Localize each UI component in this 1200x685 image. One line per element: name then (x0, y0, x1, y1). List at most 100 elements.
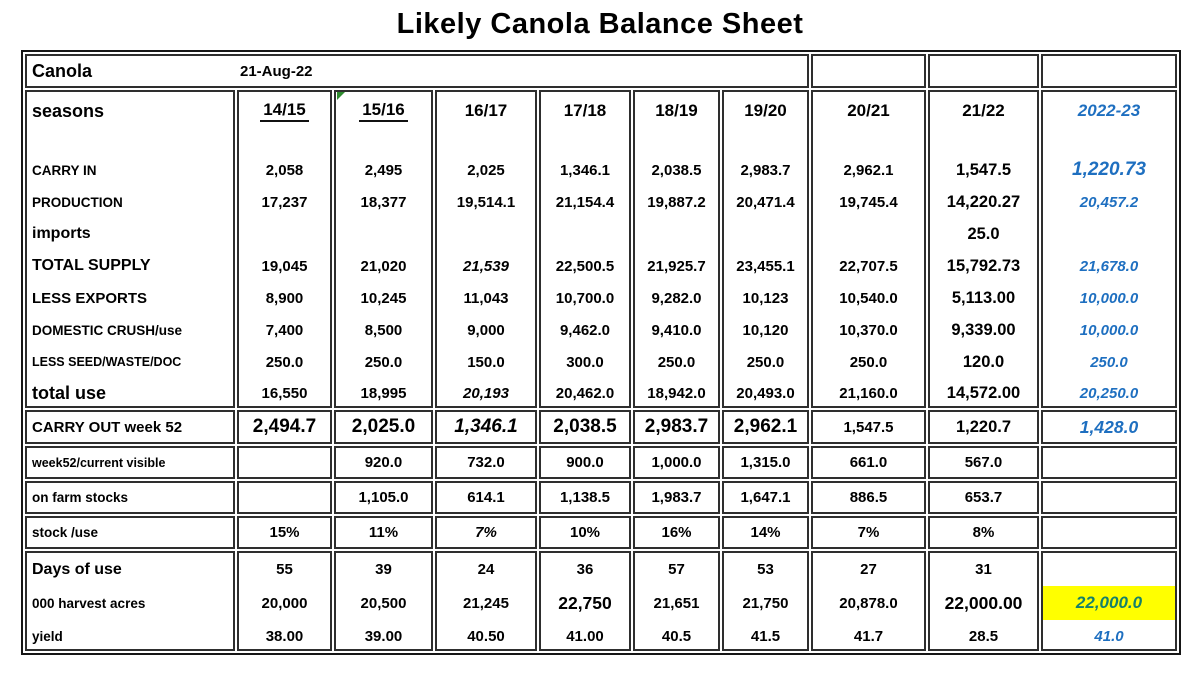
value-cell: 250.0 (265, 353, 304, 371)
value-cell (541, 218, 629, 250)
value-cell: 2,058 (265, 161, 304, 179)
value-cell: 15% (237, 516, 332, 549)
seasons-label: seasons (32, 100, 105, 121)
value-cell: 16,550 (261, 384, 308, 402)
value-cell: 250.0 (364, 353, 403, 371)
spacer (437, 130, 535, 154)
value-cell: 21,651 (653, 594, 700, 612)
report-date: 21-Aug-22 (240, 62, 313, 80)
row-labels-column: seasons CARRY IN PRODUCTION imports TOTA… (25, 90, 235, 408)
value-cell: 7% (811, 516, 926, 549)
value-cell: 38.00 (265, 628, 304, 645)
value-cell: 10,000.0 (1079, 289, 1139, 307)
on-farm-row: on farm stocks 1,105.0 614.1 1,138.5 1,9… (25, 481, 1177, 514)
value-cell: 9,000 (467, 321, 505, 339)
value-cell: 18,377 (360, 193, 407, 211)
value-cell: 1,647.1 (722, 481, 809, 514)
value-cell: 21,154.4 (555, 193, 615, 211)
value-cell: 11,043 (463, 289, 509, 307)
value-cell: 21,539 (463, 257, 509, 275)
value-cell: 732.0 (435, 446, 537, 479)
value-cell (1043, 218, 1175, 250)
season-column-16-17: 16/17 2,025 19,514.1 21,539 11,043 9,000… (435, 90, 537, 408)
value-cell (237, 481, 332, 514)
row-label-yield: yield (32, 629, 63, 644)
row-label-less-seed: LESS SEED/WASTE/DOC (32, 355, 182, 369)
value-cell: 41.7 (853, 628, 884, 645)
value-cell: 300.0 (566, 353, 604, 371)
page-title: Likely Canola Balance Sheet (396, 8, 804, 40)
row-label-domestic-crush: DOMESTIC CRUSH/use (32, 322, 183, 338)
value-cell: 9,410.0 (651, 321, 702, 339)
value-cell: 2,983.7 (740, 161, 791, 179)
value-cell: 55 (276, 561, 293, 578)
value-cell: 10,123 (742, 289, 789, 307)
value-cell: 20,250.0 (1079, 384, 1139, 402)
value-cell (437, 218, 535, 250)
value-cell: 9,462.0 (559, 321, 611, 339)
value-cell: 2,038.5 (539, 410, 631, 444)
season-column-14-15: 14/15 2,058 17,237 19,045 8,900 7,400 25… (237, 90, 332, 408)
value-cell: 20,500 (360, 594, 407, 612)
value-cell: 1,547.5 (955, 160, 1012, 179)
header-main-cell: Canola 21-Aug-22 (25, 54, 809, 88)
value-cell (1041, 481, 1177, 514)
value-cell: 21,750 (742, 594, 789, 612)
value-cell: 24 (477, 561, 495, 578)
value-cell: 900.0 (539, 446, 631, 479)
value-cell: 10,700.0 (555, 289, 615, 307)
value-cell: 40.5 (661, 628, 692, 645)
supply-block: seasons CARRY IN PRODUCTION imports TOTA… (25, 90, 1177, 408)
value-cell: 18,995 (336, 92, 431, 408)
value-cell: 17,237 (261, 193, 308, 211)
value-cell: 21,678.0 (1079, 257, 1139, 275)
value-cell: 7,400 (265, 321, 304, 339)
value-cell (237, 446, 332, 479)
season-header: 16/17 (464, 101, 508, 120)
value-cell: 10% (539, 516, 631, 549)
value-cell: 14,220.27 (946, 192, 1021, 211)
header-empty-cell (928, 54, 1039, 88)
season-header: 14/15 (239, 92, 330, 130)
value-cell: 8% (928, 516, 1039, 549)
value-cell (1043, 553, 1175, 586)
season-column-18-19: 18/19 2,038.5 19,887.2 21,925.7 9,282.0 … (633, 90, 720, 408)
row-label-on-farm: on farm stocks (25, 481, 235, 514)
value-cell: 250.0 (1090, 353, 1128, 371)
value-cell: 22,750 (558, 592, 612, 613)
value-cell: 9,339.00 (951, 320, 1016, 339)
value-cell: 1,428.0 (1041, 410, 1177, 444)
value-cell: 1,346.1 (559, 161, 611, 179)
bottom-block: Days of use 000 harvest acres yield 55 2… (25, 551, 1177, 651)
bottom-column-2022-23: 22,000.0 41.0 (1041, 551, 1177, 651)
row-label-stock-use: stock /use (25, 516, 235, 549)
value-cell: 2,494.7 (237, 410, 332, 444)
value-cell: 10,245 (360, 289, 407, 307)
row-label-carry-in: CARRY IN (32, 162, 97, 178)
value-cell: 8,900 (265, 289, 304, 307)
value-cell: 10,540.0 (839, 289, 898, 307)
spacer (239, 130, 330, 154)
value-cell: 10,370.0 (839, 321, 898, 339)
value-cell: 41.0 (1094, 628, 1124, 645)
value-cell: 19,887.2 (647, 193, 706, 211)
value-cell: 20,878.0 (839, 594, 898, 612)
value-cell (336, 218, 431, 250)
spacer (336, 130, 431, 154)
season-column-21-22: 21/22 1,547.5 14,220.27 25.0 15,792.73 5… (928, 90, 1039, 408)
stock-use-row: stock /use 15% 11% 7% 10% 16% 14% 7% 8% (25, 516, 1177, 549)
value-cell: 39 (375, 561, 392, 578)
header-empty-cell (811, 54, 926, 88)
highlighted-value-cell: 22,000.0 (1043, 586, 1175, 620)
value-cell: 31 (975, 561, 992, 578)
spacer (541, 130, 629, 154)
value-cell: 1,315.0 (722, 446, 809, 479)
bottom-column-17-18: 36 22,750 41.00 (539, 551, 631, 651)
value-cell: 39.00 (364, 628, 403, 645)
row-label-harvest-acres: 000 harvest acres (32, 595, 146, 611)
row-label-imports: imports (32, 225, 91, 242)
value-cell (813, 218, 924, 250)
week52-row: week52/current visible 920.0 732.0 900.0… (25, 446, 1177, 479)
value-cell: 22,707.5 (839, 257, 898, 275)
value-cell: 567.0 (928, 446, 1039, 479)
